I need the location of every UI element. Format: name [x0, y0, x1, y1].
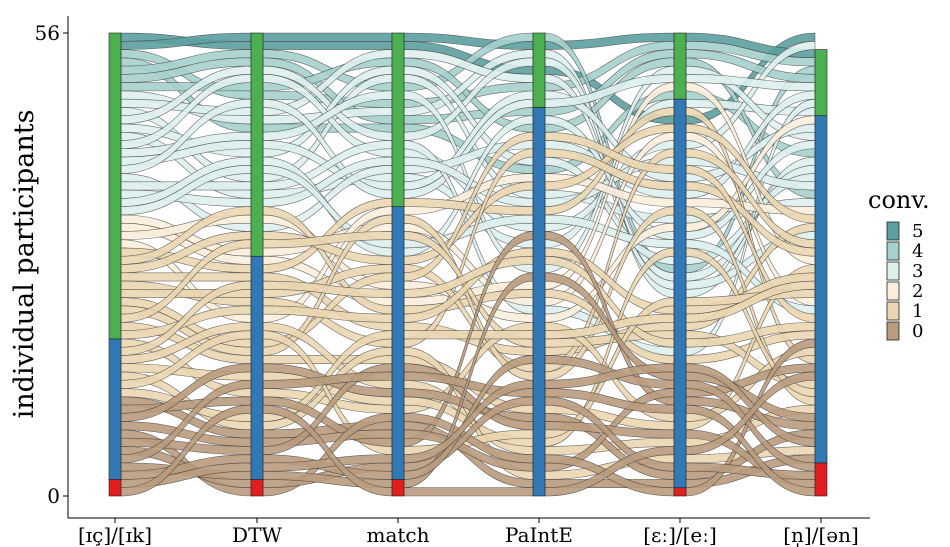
- legend-label: 1: [912, 301, 923, 322]
- x-tick-labels: [ɪç]/[ɪk] DTW match PaIntE [ɛː]/[eː] [n̩]/[ən…: [78, 518, 859, 547]
- flow-ribbon: [262, 40, 393, 50]
- legend-swatch: [886, 221, 900, 241]
- stack-segment-blue: [814, 115, 828, 464]
- legend-swatch: [886, 281, 900, 301]
- y-ticks: 0 56: [35, 21, 68, 508]
- legend-title: conv.: [868, 186, 930, 214]
- stack-segment-green: [250, 32, 264, 257]
- stack-segment-blue: [673, 98, 687, 489]
- legend-label: 4: [912, 241, 923, 262]
- participant-flows: [120, 32, 816, 497]
- legend-label: 3: [912, 261, 923, 282]
- stack-segment-green: [391, 32, 405, 207]
- stack-segment-green: [673, 32, 687, 100]
- legend-swatch: [886, 261, 900, 281]
- stack-segment-blue: [391, 206, 405, 480]
- x-tick-label: [ɪç]/[ɪk]: [78, 523, 152, 547]
- stack-segment-red: [391, 479, 405, 497]
- x-tick-label: DTW: [232, 523, 282, 547]
- flow-ribbon: [403, 487, 534, 497]
- stack-segment-green: [814, 49, 828, 116]
- legend-label: 5: [912, 221, 923, 242]
- y-tick-label: 56: [35, 21, 60, 45]
- y-axis-label: individual participants: [9, 110, 40, 419]
- legend-swatch: [886, 321, 900, 341]
- stack-segment-red: [673, 487, 687, 497]
- chart-axes: [67, 16, 870, 519]
- y-tick-label: 0: [47, 484, 60, 508]
- stack-segment-red: [250, 479, 264, 497]
- legend-label: 2: [912, 281, 923, 302]
- x-tick-label: PaIntE: [505, 523, 573, 547]
- axis-stacks: [108, 32, 828, 497]
- flow-ribbon: [262, 32, 393, 42]
- legend-label: 0: [912, 321, 923, 342]
- stack-segment-green: [532, 32, 546, 108]
- stack-segment-blue: [250, 255, 264, 480]
- x-tick-label: match: [366, 523, 429, 547]
- stack-segment-red: [814, 462, 828, 497]
- participant-flow: [120, 74, 816, 199]
- legend-swatch: [886, 301, 900, 321]
- stack-segment-green: [108, 32, 122, 340]
- legend-swatch: [886, 241, 900, 261]
- participant-flow: [120, 363, 816, 489]
- x-tick-label: [ɛː]/[eː]: [643, 523, 717, 547]
- x-tick-label: [n̩]/[ən]: [783, 523, 859, 547]
- stack-segment-blue: [108, 338, 122, 480]
- stack-segment-blue: [532, 107, 546, 497]
- stack-segment-red: [108, 479, 122, 497]
